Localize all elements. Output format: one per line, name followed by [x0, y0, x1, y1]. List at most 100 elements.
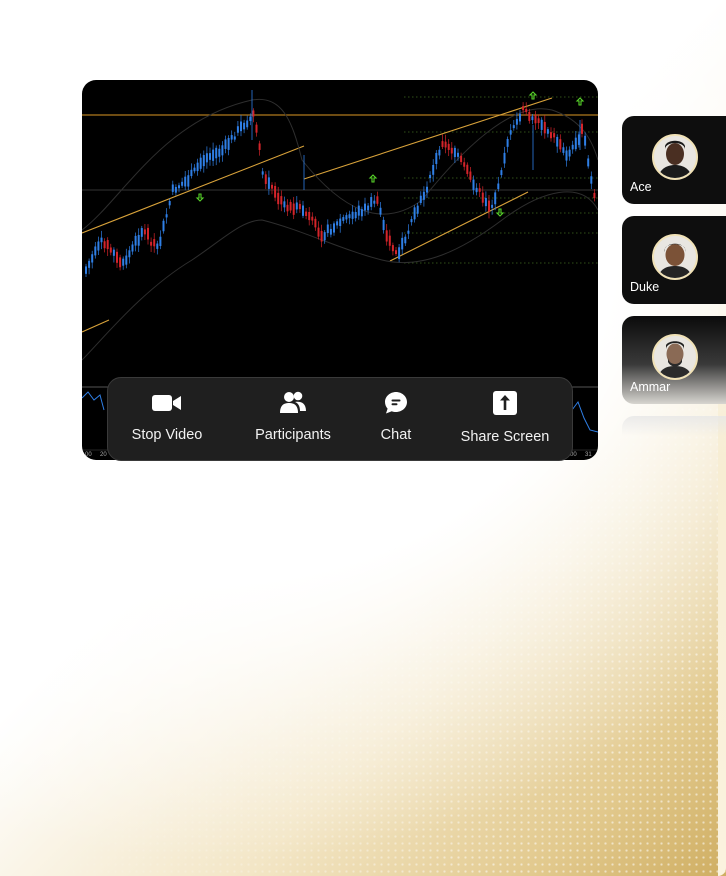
candle-body	[407, 230, 410, 234]
candle-body	[512, 125, 515, 129]
candle-body	[106, 240, 109, 250]
participant-tile-duke[interactable]: Duke	[622, 216, 726, 304]
candle-body	[364, 203, 366, 211]
candle-body	[367, 205, 370, 211]
candle-body	[453, 147, 456, 158]
candle-body	[150, 241, 153, 246]
candle-body	[475, 187, 478, 193]
candle-body	[339, 218, 342, 227]
candle-body	[447, 143, 450, 150]
candle-body	[522, 106, 525, 111]
candle-body	[258, 143, 261, 150]
candle-body	[88, 260, 91, 268]
candle-body	[395, 250, 397, 255]
page-edge	[718, 300, 726, 876]
candle-body	[497, 183, 500, 190]
candle-body	[128, 250, 131, 258]
candle-body	[373, 200, 376, 204]
participants-button[interactable]: Participants	[250, 378, 336, 462]
participant-tile-ace[interactable]: Ace	[622, 116, 726, 204]
candle-body	[153, 239, 156, 247]
candle-body	[559, 139, 562, 150]
candle-body	[391, 245, 394, 252]
candle-body	[205, 153, 208, 163]
candle-body	[267, 177, 270, 189]
candle-body	[484, 197, 487, 207]
candle-body	[472, 179, 475, 191]
share-screen-button[interactable]: Share Screen	[458, 378, 552, 462]
candle-body	[398, 247, 401, 260]
candle-body	[159, 236, 162, 247]
tick-right-1: 00	[570, 452, 577, 458]
candle-body	[100, 237, 103, 243]
oscillator-line-right	[571, 400, 598, 433]
candle-body	[202, 155, 205, 167]
candle-body	[562, 147, 565, 153]
candle-body	[171, 184, 174, 192]
candle-body	[156, 243, 159, 249]
candle-body	[224, 139, 227, 149]
participant-tile-partial	[622, 416, 726, 436]
chat-bubble-icon	[384, 390, 408, 416]
candle-body	[320, 230, 323, 242]
chat-button[interactable]: Chat	[376, 378, 416, 462]
candle-body	[236, 126, 239, 133]
candle-body	[432, 164, 435, 175]
candle-body	[457, 152, 459, 157]
candle-body	[323, 232, 326, 241]
participant-tile-ammar[interactable]: Ammar	[622, 316, 726, 404]
candle-body	[91, 254, 94, 263]
candle-body	[326, 224, 329, 234]
candle-body	[147, 227, 149, 240]
candle-body	[137, 234, 140, 246]
candle-body	[193, 167, 196, 172]
participants-label: Participants	[255, 427, 331, 443]
candle-body	[376, 196, 379, 204]
candle-body	[438, 149, 441, 156]
participant-name: Ace	[630, 180, 652, 194]
candle-body	[261, 171, 264, 175]
candle-body	[218, 148, 221, 157]
sell-arrow	[528, 91, 538, 100]
candle-body	[590, 176, 593, 184]
sell-arrow	[575, 97, 585, 106]
candle-body	[286, 204, 289, 212]
candle-body	[187, 175, 190, 187]
candle-body	[466, 164, 469, 174]
candle-body	[410, 219, 413, 223]
candle-body	[252, 110, 255, 117]
users-icon	[280, 390, 306, 416]
candle-body	[503, 152, 506, 164]
candle-body	[199, 157, 202, 169]
candle-body	[422, 191, 425, 200]
candle-body	[481, 192, 484, 203]
avatar	[652, 234, 698, 280]
candle-body	[593, 192, 596, 199]
candle-body	[540, 119, 543, 130]
buy-arrow	[495, 208, 505, 217]
candle-body	[280, 196, 283, 205]
candle-body	[196, 162, 199, 172]
buy-arrow	[195, 193, 205, 202]
candle-body	[233, 136, 236, 140]
candle-body	[165, 214, 168, 218]
signal-arrows	[195, 91, 585, 217]
candles	[85, 90, 596, 278]
candle-body	[162, 220, 165, 232]
candle-body	[379, 207, 382, 215]
candle-body	[413, 207, 416, 220]
candle-body	[525, 108, 528, 113]
candle-body	[103, 241, 106, 249]
candle-body	[302, 205, 304, 216]
oscillator-line-left	[82, 391, 105, 411]
candle-body	[556, 136, 559, 147]
candle-body	[419, 195, 422, 203]
candle-body	[333, 223, 335, 233]
candle-body	[212, 149, 215, 161]
candle-body	[184, 176, 187, 187]
stop-video-button[interactable]: Stop Video	[126, 378, 208, 462]
candle-body	[450, 147, 453, 154]
candle-body	[246, 120, 249, 128]
candle-body	[174, 186, 177, 193]
candle-body	[283, 201, 286, 208]
